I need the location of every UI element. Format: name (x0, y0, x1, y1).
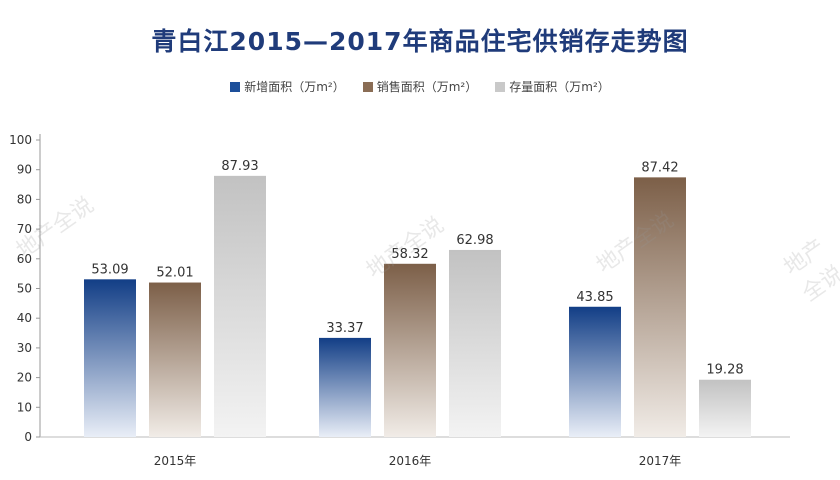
y-tick-label: 90 (17, 163, 32, 177)
y-tick-label: 40 (17, 311, 32, 325)
y-tick-label: 20 (17, 371, 32, 385)
y-tick-label: 0 (24, 430, 32, 444)
bar (214, 175, 266, 437)
bar (149, 282, 201, 437)
data-label: 19.28 (706, 363, 743, 378)
data-label: 58.32 (391, 247, 428, 262)
x-tick-label: 2017年 (639, 454, 682, 468)
data-label: 62.98 (456, 233, 493, 248)
bar (634, 177, 686, 437)
chart-title: 青白江2015—2017年商品住宅供销存走势图 (151, 27, 689, 56)
legend-label-new: 新增面积（万m²） (244, 80, 345, 94)
y-tick-label: 70 (17, 222, 32, 236)
legend-swatch-sold (362, 81, 373, 92)
y-tick-label: 10 (17, 400, 32, 414)
bar (319, 337, 371, 437)
data-label: 87.93 (221, 159, 258, 174)
legend-swatch-new (230, 81, 241, 92)
bar (84, 279, 136, 437)
bar (699, 379, 751, 437)
data-label: 43.85 (576, 290, 613, 305)
data-label: 53.09 (91, 262, 128, 277)
y-tick-label: 50 (17, 282, 32, 296)
legend-label-stock: 存量面积（万m²） (509, 80, 610, 94)
legend: 新增面积（万m²） 销售面积（万m²） 存量面积（万m²） (0, 78, 840, 95)
legend-item-stock: 存量面积（万m²） (495, 78, 610, 95)
data-label: 52.01 (156, 266, 193, 281)
y-tick-label: 30 (17, 341, 32, 355)
bar (569, 306, 621, 437)
legend-item-new: 新增面积（万m²） (230, 78, 345, 95)
legend-swatch-stock (495, 81, 506, 92)
legend-item-sold: 销售面积（万m²） (362, 78, 478, 95)
y-tick-label: 100 (9, 133, 32, 147)
data-label: 33.37 (326, 321, 363, 336)
y-tick-label: 60 (17, 252, 32, 266)
data-label: 87.42 (641, 160, 678, 175)
legend-label-sold: 销售面积（万m²） (376, 80, 478, 94)
y-tick-label: 80 (17, 192, 32, 206)
bar (384, 263, 436, 437)
x-tick-label: 2016年 (389, 454, 432, 468)
x-tick-label: 2015年 (154, 454, 197, 468)
bar (449, 249, 501, 437)
